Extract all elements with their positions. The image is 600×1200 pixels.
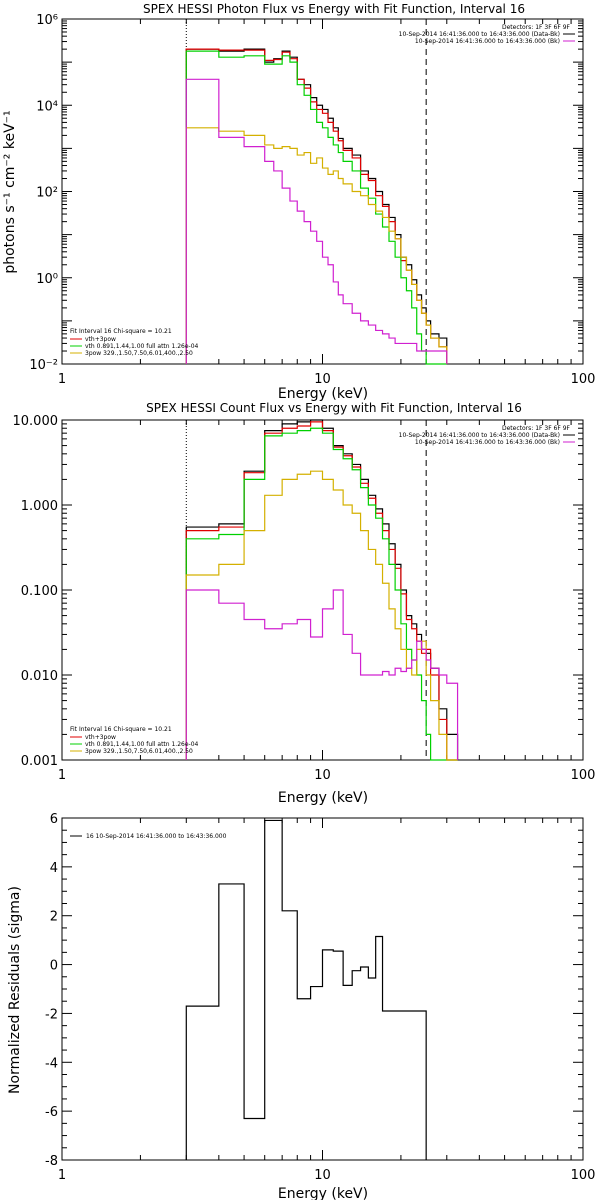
series-line-1 bbox=[185, 421, 458, 761]
legend-bottom-line-2: vth+3pow bbox=[85, 336, 116, 343]
count-flux-legend-top: Detectors: 1F 3F 6F 9F 10-Sep-2014 16:41… bbox=[399, 425, 575, 446]
x-tick-label: 100 bbox=[571, 372, 596, 387]
count-flux-legend-bottom: Fit Interval 16 Chi-square = 10.21 vth+3… bbox=[70, 726, 199, 755]
x-tick-label: 100 bbox=[571, 768, 596, 783]
legend-top-line-2: 10-Sep-2014 16:41:36.000 to 16:43:36.000… bbox=[399, 432, 560, 439]
y-tick-label: 2 bbox=[50, 910, 58, 925]
series-line-4 bbox=[185, 589, 459, 760]
y-tick-label: -4 bbox=[45, 1056, 58, 1071]
y-tick-label: 0.010 bbox=[21, 669, 58, 684]
series-line-0 bbox=[185, 819, 427, 1160]
x-tick-label: 1 bbox=[58, 1168, 66, 1183]
count-flux-xlabel: Energy (keV) bbox=[278, 790, 368, 806]
x-tick-label: 1 bbox=[58, 768, 66, 783]
legend-bottom-line-1: Fit Interval 16 Chi-square = 10.21 bbox=[70, 726, 172, 733]
photon-flux-legend-top: Detectors: 1F 3F 6F 9F 10-Sep-2014 16:41… bbox=[399, 24, 575, 45]
photon-flux-title: SPEX HESSI Photon Flux vs Energy with Fi… bbox=[143, 2, 525, 16]
x-tick-label: 100 bbox=[571, 1168, 596, 1183]
y-tick-label: -6 bbox=[45, 1105, 58, 1120]
residuals-legend-top: 16 10-Sep-2014 16:41:36.000 to 16:43:36.… bbox=[70, 833, 227, 840]
x-tick-label: 10 bbox=[314, 1168, 331, 1183]
residuals-plot-area: 1 10 100 -8 -6 -4 -2 0 2 4 6 bbox=[45, 812, 595, 1183]
count-flux-panel: SPEX HESSI Count Flux vs Energy with Fit… bbox=[13, 401, 596, 806]
x-tick-label: 10 bbox=[314, 768, 331, 783]
y-tick-label: -2 bbox=[45, 1007, 58, 1022]
legend-bottom-line-3: vth 0.891,1.44,1.00 full attn 1.26e-04 bbox=[85, 343, 199, 350]
y-tick-label: 10² bbox=[36, 186, 58, 201]
y-tick-label: 0 bbox=[50, 959, 58, 974]
residuals-ylabel: Normalized Residuals (sigma) bbox=[7, 886, 23, 1094]
legend-bottom-line-3: vth 0.891,1.44,1.00 full attn 1.26e-04 bbox=[85, 741, 199, 748]
legend-bottom-line-2: vth+3pow bbox=[85, 734, 116, 741]
y-tick-label: -8 bbox=[45, 1154, 58, 1169]
photon-flux-panel: SPEX HESSI Photon Flux vs Energy with Fi… bbox=[2, 2, 595, 402]
legend-top-line-3: 10-Sep-2014 16:41:36.000 to 16:43:36.000… bbox=[415, 439, 560, 446]
count-flux-plot-area: 1 10 100 0.001 0.010 0.100 1.000 10.000 bbox=[13, 414, 596, 783]
x-tick-label: 10 bbox=[314, 372, 331, 387]
series-line-3 bbox=[185, 127, 448, 364]
y-tick-label: 10⁶ bbox=[36, 13, 58, 28]
series-line-4 bbox=[185, 78, 448, 364]
residuals-series bbox=[185, 819, 427, 1160]
photon-flux-series bbox=[185, 48, 448, 365]
legend-bottom-line-4: 3pow 329.,1.50,7.50,6.01,400.,2.50 bbox=[85, 350, 193, 357]
count-flux-ticks: 1 10 100 0.001 0.010 0.100 1.000 10.000 bbox=[13, 414, 596, 783]
legend-bottom-line-1: Fit Interval 16 Chi-square = 10.21 bbox=[70, 328, 172, 335]
series-line-2 bbox=[185, 50, 447, 365]
y-tick-label: 10⁻² bbox=[29, 358, 58, 373]
series-line-0 bbox=[185, 48, 448, 364]
legend-top-line-3: 10-Sep-2014 16:41:36.000 to 16:43:36.000… bbox=[415, 38, 560, 45]
count-flux-series bbox=[185, 419, 459, 761]
photon-flux-xlabel: Energy (keV) bbox=[278, 386, 368, 402]
photon-flux-ylabel: photons s⁻¹ cm⁻² keV⁻¹ bbox=[2, 110, 18, 273]
legend-bottom-line-4: 3pow 329.,1.50,7.50,6.01,400.,2.50 bbox=[85, 748, 193, 755]
photon-flux-legend-bottom: Fit Interval 16 Chi-square = 10.21 vth+3… bbox=[70, 328, 199, 357]
residuals-ticks: 1 10 100 -8 -6 -4 -2 0 2 4 6 bbox=[45, 812, 595, 1183]
series-line-2 bbox=[185, 427, 458, 761]
legend-top-line-1: 16 10-Sep-2014 16:41:36.000 to 16:43:36.… bbox=[86, 833, 227, 840]
residuals-xlabel: Energy (keV) bbox=[278, 1186, 368, 1200]
y-tick-label: 0.001 bbox=[21, 754, 58, 769]
photon-flux-plot-area: 1 10 100 10⁻² 10⁰ 10² 10⁴ 10⁶ bbox=[29, 13, 595, 387]
legend-top-line-1: Detectors: 1F 3F 6F 9F bbox=[502, 425, 571, 432]
count-flux-title: SPEX HESSI Count Flux vs Energy with Fit… bbox=[146, 401, 522, 415]
y-tick-label: 10⁰ bbox=[36, 272, 58, 287]
legend-top-line-1: Detectors: 1F 3F 6F 9F bbox=[502, 24, 571, 31]
y-tick-label: 10⁴ bbox=[36, 99, 58, 114]
legend-top-line-2: 10-Sep-2014 16:41:36.000 to 16:43:36.000… bbox=[399, 31, 560, 38]
x-tick-label: 1 bbox=[58, 372, 66, 387]
y-tick-label: 4 bbox=[50, 861, 58, 876]
y-tick-label: 6 bbox=[50, 812, 58, 827]
y-tick-label: 0.100 bbox=[21, 584, 58, 599]
y-tick-label: 10.000 bbox=[13, 414, 59, 429]
residuals-panel: 1 10 100 -8 -6 -4 -2 0 2 4 6 Energy (keV) Normaliz… bbox=[7, 812, 595, 1200]
y-tick-label: 1.000 bbox=[21, 499, 58, 514]
photon-flux-ticks: 1 10 100 10⁻² 10⁰ 10² 10⁴ 10⁶ bbox=[29, 13, 595, 387]
series-line-3 bbox=[185, 470, 458, 761]
